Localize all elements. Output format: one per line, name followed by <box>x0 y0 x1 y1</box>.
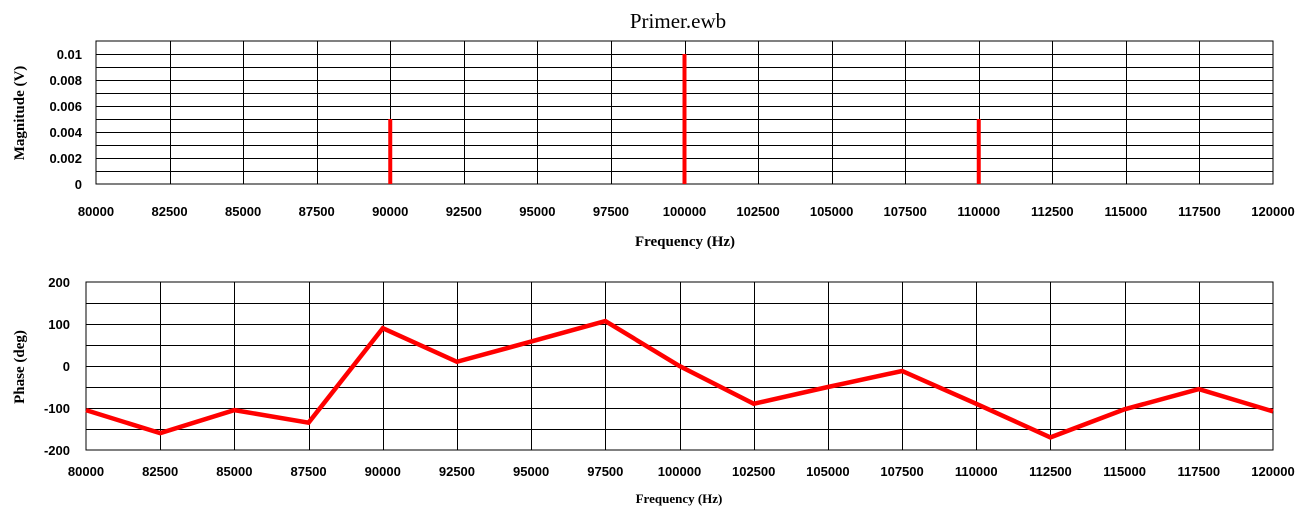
phase-chart: 200 100 0 -100 -200 80000 82500 85000 87500 9000… <box>12 275 1295 506</box>
phase-x-tick-label: 85000 <box>216 464 252 479</box>
magnitude-chart: 0 0.002 0.004 0.006 0.008 0.01 80000 82500 8500… <box>12 40 1295 250</box>
magnitude-y-tick-label: 0.004 <box>49 125 82 140</box>
magnitude-y-axis-title: Magnitude (V) <box>12 66 28 161</box>
phase-x-tick-label: 105000 <box>806 464 849 479</box>
magnitude-y-tick-labels: 0 0.002 0.004 0.006 0.008 0.01 <box>49 47 82 192</box>
magnitude-x-tick-label: 100000 <box>663 204 706 219</box>
phase-x-tick-label: 110000 <box>955 464 998 479</box>
chart-title: Primer.ewb <box>630 9 726 33</box>
phase-y-tick-labels: 200 100 0 -100 -200 <box>44 275 70 458</box>
magnitude-x-tick-label: 97500 <box>593 204 629 219</box>
phase-x-tick-label: 102500 <box>732 464 775 479</box>
magnitude-x-tick-label: 85000 <box>225 204 261 219</box>
magnitude-y-tick-label: 0 <box>75 177 82 192</box>
phase-x-tick-label: 87500 <box>290 464 326 479</box>
magnitude-x-tick-label: 120000 <box>1251 204 1294 219</box>
magnitude-y-tick-label: 0.006 <box>49 99 82 114</box>
magnitude-bars <box>388 54 981 184</box>
phase-x-tick-label: 100000 <box>658 464 701 479</box>
phase-x-tick-label: 97500 <box>587 464 623 479</box>
magnitude-y-tick-label: 0.002 <box>49 151 82 166</box>
magnitude-x-tick-label: 117500 <box>1178 204 1221 219</box>
phase-x-tick-label: 92500 <box>439 464 475 479</box>
magnitude-x-tick-label: 92500 <box>446 204 482 219</box>
phase-y-tick-label: 200 <box>48 275 70 290</box>
phase-y-tick-label: 100 <box>48 317 70 332</box>
phase-x-axis-title: Frequency (Hz) <box>636 491 723 506</box>
phase-y-tick-label: -100 <box>44 401 70 416</box>
magnitude-x-tick-labels: 80000 82500 85000 87500 90000 92500 95000 97500… <box>78 204 1295 219</box>
phase-series <box>85 318 1274 440</box>
magnitude-x-axis-title: Frequency (Hz) <box>635 234 735 250</box>
phase-x-tick-label: 115000 <box>1103 464 1146 479</box>
phase-x-tick-label: 112500 <box>1029 464 1072 479</box>
phase-y-tick-label: 0 <box>63 359 70 374</box>
phase-y-tick-label: -200 <box>44 443 70 458</box>
magnitude-x-tick-label: 105000 <box>810 204 853 219</box>
magnitude-x-tick-label: 115000 <box>1105 204 1148 219</box>
magnitude-x-tick-label: 95000 <box>519 204 555 219</box>
phase-x-tick-label: 80000 <box>68 464 104 479</box>
phase-x-tick-label: 90000 <box>365 464 401 479</box>
phase-x-tick-label: 117500 <box>1177 464 1220 479</box>
magnitude-y-tick-label: 0.01 <box>57 47 82 62</box>
magnitude-y-tick-label: 0.008 <box>49 73 82 88</box>
phase-x-tick-label: 107500 <box>880 464 923 479</box>
magnitude-x-tick-label: 112500 <box>1031 204 1074 219</box>
phase-x-tick-label: 120000 <box>1251 464 1294 479</box>
magnitude-x-tick-label: 80000 <box>78 204 114 219</box>
magnitude-x-tick-label: 102500 <box>736 204 779 219</box>
magnitude-x-tick-label: 82500 <box>151 204 187 219</box>
phase-y-axis-title: Phase (deg) <box>12 330 28 404</box>
magnitude-x-tick-label: 87500 <box>299 204 335 219</box>
phase-line <box>85 318 1274 440</box>
phase-x-tick-label: 82500 <box>142 464 178 479</box>
phase-x-tick-labels: 80000 82500 85000 87500 90000 92500 95000 97500… <box>68 464 1295 479</box>
magnitude-x-tick-label: 90000 <box>372 204 408 219</box>
magnitude-x-tick-label: 110000 <box>957 204 1000 219</box>
magnitude-x-tick-label: 107500 <box>883 204 926 219</box>
phase-x-tick-label: 95000 <box>513 464 549 479</box>
